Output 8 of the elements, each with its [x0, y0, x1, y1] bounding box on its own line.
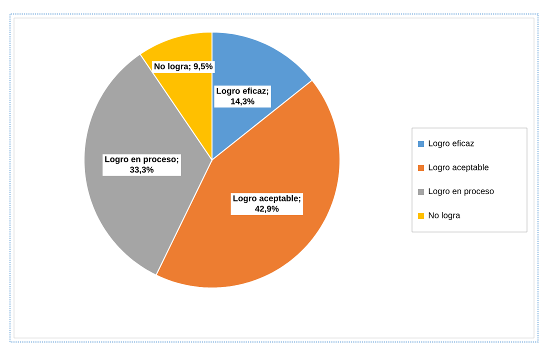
- legend-label: Logro eficaz: [428, 140, 474, 148]
- legend-label: Logro en proceso: [428, 188, 494, 196]
- data-label: Logro eficaz; 14,3%: [216, 88, 268, 106]
- data-label: Logro aceptable; 42,9%: [233, 195, 300, 213]
- data-label: No logra; 9,5%: [154, 63, 213, 71]
- legend-label: No logra: [428, 212, 460, 220]
- data-label: Logro en proceso; 33,3%: [105, 156, 178, 174]
- legend-label: Logro aceptable: [428, 164, 489, 172]
